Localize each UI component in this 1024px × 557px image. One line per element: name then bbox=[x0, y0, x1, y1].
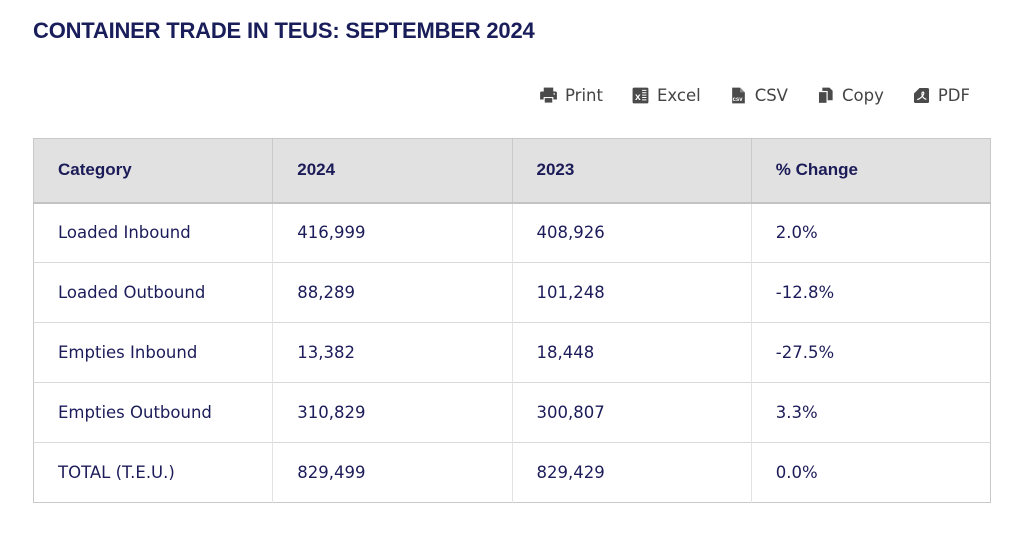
excel-button-label: Excel bbox=[656, 85, 701, 105]
pdf-button-label: PDF bbox=[937, 85, 970, 105]
cell-2023: 408,926 bbox=[512, 202, 752, 263]
cell-category: TOTAL (T.E.U.) bbox=[33, 442, 274, 503]
cell-2024: 310,829 bbox=[272, 382, 513, 443]
copy-button[interactable]: Copy bbox=[816, 86, 884, 105]
table-row-empties-inbound: Empties Inbound 13,382 18,448 -27.5% bbox=[33, 322, 991, 383]
print-button-label: Print bbox=[565, 85, 603, 105]
cell-pct-change: -27.5% bbox=[751, 322, 991, 383]
table-row-total-teu: TOTAL (T.E.U.) 829,499 829,429 0.0% bbox=[33, 442, 991, 503]
column-header-pct-change[interactable]: % Change bbox=[751, 138, 991, 204]
svg-text:csv: csv bbox=[732, 97, 743, 103]
excel-icon: x bbox=[631, 86, 650, 105]
cell-2023: 18,448 bbox=[512, 322, 752, 383]
cell-category: Empties Outbound bbox=[33, 382, 274, 443]
pdf-file-icon bbox=[912, 86, 931, 105]
excel-button[interactable]: x Excel bbox=[631, 86, 701, 105]
table-header-row: Category 2024 2023 % Change bbox=[33, 138, 991, 204]
svg-text:x: x bbox=[635, 91, 641, 102]
cell-2024: 13,382 bbox=[272, 322, 513, 383]
column-header-2023[interactable]: 2023 bbox=[512, 138, 752, 204]
cell-category: Loaded Outbound bbox=[33, 262, 274, 323]
cell-pct-change: 3.3% bbox=[751, 382, 991, 443]
cell-2023: 300,807 bbox=[512, 382, 752, 443]
cell-2024: 88,289 bbox=[272, 262, 513, 323]
cell-2024: 416,999 bbox=[272, 202, 513, 263]
container-trade-table: Category 2024 2023 % Change Loaded Inbou… bbox=[33, 138, 991, 503]
table-row-loaded-inbound: Loaded Inbound 416,999 408,926 2.0% bbox=[33, 202, 991, 263]
column-header-2024[interactable]: 2024 bbox=[272, 138, 513, 204]
printer-icon bbox=[539, 86, 558, 105]
table-row-loaded-outbound: Loaded Outbound 88,289 101,248 -12.8% bbox=[33, 262, 991, 323]
column-header-category[interactable]: Category bbox=[33, 138, 274, 204]
table-row-empties-outbound: Empties Outbound 310,829 300,807 3.3% bbox=[33, 382, 991, 443]
cell-2023: 101,248 bbox=[512, 262, 752, 323]
pdf-button[interactable]: PDF bbox=[912, 86, 970, 105]
print-button[interactable]: Print bbox=[539, 86, 603, 105]
cell-pct-change: -12.8% bbox=[751, 262, 991, 323]
cell-2023: 829,429 bbox=[512, 442, 752, 503]
cell-2024: 829,499 bbox=[272, 442, 513, 503]
csv-button-label: CSV bbox=[754, 85, 788, 105]
export-toolbar: Print x Excel csv CSV bbox=[33, 81, 991, 109]
copy-icon bbox=[816, 86, 835, 105]
cell-category: Empties Inbound bbox=[33, 322, 274, 383]
cell-category: Loaded Inbound bbox=[33, 202, 274, 263]
csv-button[interactable]: csv CSV bbox=[729, 86, 788, 105]
page-title: CONTAINER TRADE IN TEUS: SEPTEMBER 2024 bbox=[33, 18, 535, 43]
cell-pct-change: 0.0% bbox=[751, 442, 991, 503]
container-trade-page: CONTAINER TRADE IN TEUS: SEPTEMBER 2024 … bbox=[33, 18, 991, 503]
cell-pct-change: 2.0% bbox=[751, 202, 991, 263]
copy-button-label: Copy bbox=[841, 85, 884, 105]
csv-file-icon: csv bbox=[729, 86, 748, 105]
